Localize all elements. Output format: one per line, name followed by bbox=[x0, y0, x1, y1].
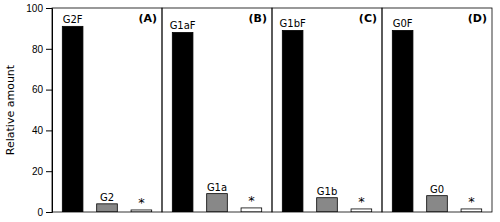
bar bbox=[317, 198, 338, 212]
bar bbox=[427, 196, 448, 212]
tick: 100 bbox=[26, 3, 52, 14]
bar bbox=[241, 208, 262, 212]
bars bbox=[392, 30, 481, 212]
bar bbox=[172, 32, 193, 212]
tick: 80 bbox=[32, 44, 52, 55]
tick-mark bbox=[46, 49, 52, 50]
bar bbox=[461, 209, 482, 212]
frame bbox=[162, 8, 272, 212]
bar bbox=[97, 204, 118, 212]
panel-label: (D) bbox=[468, 12, 487, 25]
bar bbox=[62, 26, 83, 212]
y-axis: 0 20 40 60 80 100 bbox=[26, 3, 52, 218]
panel: G1bF G1b * (C) bbox=[272, 8, 382, 212]
tick-label: 40 bbox=[32, 125, 44, 136]
chart: G2F G2 * (A) 0 20 40 60 80 100 Relative amount G1aF… bbox=[0, 0, 500, 222]
bar bbox=[351, 209, 372, 212]
bar-label: G0F bbox=[393, 18, 413, 29]
bars bbox=[172, 32, 261, 212]
bar-label: G1bF bbox=[280, 18, 306, 29]
frame bbox=[382, 8, 492, 212]
panel: G2F G2 * (A) 0 20 40 60 80 100 Relative amount bbox=[4, 3, 162, 218]
bar-label: G2F bbox=[63, 14, 83, 25]
bar-label: G1aF bbox=[170, 20, 196, 31]
tick-label: 20 bbox=[32, 166, 44, 177]
bar-label: * bbox=[248, 193, 255, 208]
bar bbox=[282, 30, 303, 212]
tick: 60 bbox=[32, 84, 52, 95]
tick-mark bbox=[46, 8, 52, 9]
panel-label: (B) bbox=[249, 12, 267, 25]
panel: G1aF G1a * (B) bbox=[162, 8, 272, 212]
panel: G0F G0 * (D) bbox=[382, 8, 492, 212]
frame bbox=[272, 8, 382, 212]
tick-label: 60 bbox=[32, 84, 44, 95]
tick: 40 bbox=[32, 125, 52, 136]
tick-mark bbox=[46, 171, 52, 172]
panel-label: (C) bbox=[359, 12, 377, 25]
tick: 20 bbox=[32, 166, 52, 177]
bar-label: * bbox=[358, 194, 365, 209]
bars bbox=[282, 30, 371, 212]
bars bbox=[62, 26, 151, 212]
tick-label: 100 bbox=[26, 3, 43, 14]
tick-mark bbox=[46, 212, 52, 213]
tick-label: 0 bbox=[37, 207, 43, 218]
frame bbox=[52, 8, 162, 212]
tick: 0 bbox=[37, 207, 52, 218]
tick-label: 80 bbox=[32, 44, 44, 55]
bar-label: G2 bbox=[100, 192, 114, 203]
axis-line bbox=[46, 9, 53, 213]
bar-label: * bbox=[138, 195, 145, 210]
bar-label: * bbox=[468, 194, 475, 209]
tick-mark bbox=[46, 90, 52, 91]
panel-label: (A) bbox=[138, 12, 157, 25]
bar-label: G1a bbox=[207, 182, 227, 193]
y-axis-title: Relative amount bbox=[4, 64, 17, 155]
bar bbox=[207, 194, 228, 212]
tick-mark bbox=[46, 130, 52, 131]
bar bbox=[392, 30, 413, 212]
bar-label: G0 bbox=[430, 184, 444, 195]
bar-label: G1b bbox=[317, 186, 337, 197]
